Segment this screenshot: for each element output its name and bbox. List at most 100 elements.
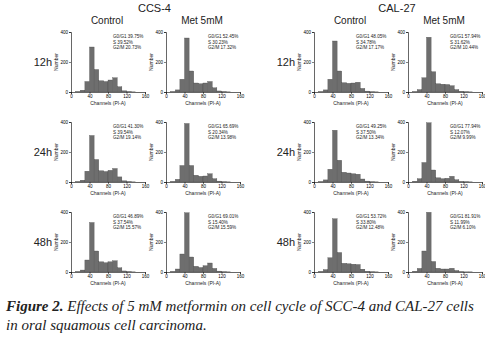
bar — [222, 91, 227, 92]
tick-mark — [406, 92, 408, 93]
annotation: S 37.54% — [113, 220, 133, 225]
tick: 120 — [460, 92, 468, 99]
axis-line — [406, 33, 409, 93]
bar — [328, 169, 333, 182]
bar — [189, 257, 194, 272]
bar — [180, 166, 185, 183]
bar — [231, 272, 236, 273]
tick: 40 — [182, 182, 188, 189]
tick-label: 200 — [155, 60, 163, 65]
tick-label: 40 — [424, 274, 430, 279]
tick-label: 400 — [155, 210, 163, 215]
y-axis: 0200400 — [397, 30, 408, 95]
panel: 040801201600200400Channels (PI-A)NumberG… — [296, 30, 393, 106]
tick-mark — [406, 62, 408, 63]
bar — [194, 266, 199, 272]
bar — [85, 260, 90, 272]
bar — [413, 91, 418, 92]
bar — [454, 90, 459, 92]
x-axis: 04080120160 — [407, 182, 485, 189]
tick: 400 — [303, 210, 314, 215]
bar — [131, 271, 136, 272]
bar — [189, 71, 194, 92]
annotation: G2/M 17.17% — [356, 45, 384, 50]
bar — [108, 170, 113, 182]
tick: 160 — [385, 272, 393, 279]
tick: 0 — [65, 90, 71, 95]
tick: 160 — [385, 92, 393, 99]
tick-label: 160 — [237, 274, 245, 279]
tick: 0 — [407, 272, 410, 279]
tick-label: 200 — [155, 150, 163, 155]
bar — [365, 181, 370, 182]
tick-label: 0 — [165, 184, 168, 189]
bar — [413, 181, 418, 182]
tick-label: 0 — [313, 274, 316, 279]
bar — [477, 272, 482, 273]
bar — [235, 272, 240, 273]
tick: 40 — [424, 92, 430, 99]
tick: 40 — [330, 272, 336, 279]
tick: 160 — [479, 272, 485, 279]
tick: 0 — [70, 182, 73, 189]
annotation: S 15.40% — [208, 220, 228, 225]
bar — [365, 271, 370, 272]
annotation: G2/M 15.59% — [208, 225, 236, 230]
tick: 120 — [366, 92, 374, 99]
bar — [127, 91, 132, 92]
bar — [346, 173, 351, 182]
tick: 0 — [407, 92, 410, 99]
tick: 0 — [165, 272, 168, 279]
bar — [370, 91, 375, 92]
bar — [360, 88, 365, 92]
bar — [90, 47, 95, 92]
x-axis: 04080120160 — [165, 92, 245, 99]
time-label: 12h — [277, 56, 295, 68]
axis-line — [406, 213, 409, 273]
bar — [203, 266, 208, 272]
tick: 40 — [424, 272, 430, 279]
bar — [226, 271, 231, 272]
annotation: G0/G1 69.01% — [208, 214, 238, 219]
condition-label: Control — [334, 15, 366, 26]
bar — [440, 84, 445, 92]
bar — [99, 81, 104, 92]
tick-label: 0 — [65, 90, 68, 95]
y-axis: 0200400 — [303, 210, 314, 275]
annotation: S 33.80% — [356, 220, 376, 225]
tick-mark — [406, 242, 408, 243]
axis-line — [164, 213, 167, 273]
annotation: S 34.78% — [356, 40, 376, 45]
bar — [231, 182, 236, 183]
tick-label: 0 — [160, 180, 163, 185]
tick-label: 40 — [87, 184, 93, 189]
bar — [212, 88, 217, 92]
bar — [337, 160, 342, 182]
tick-label: 40 — [182, 274, 188, 279]
bar — [127, 181, 132, 182]
annotation: G2/M 6.10% — [450, 225, 476, 230]
tick-mark — [406, 122, 408, 123]
bar — [208, 174, 213, 182]
panel: 040801201600200400Channels (PI-A)NumberG… — [148, 30, 245, 106]
bar — [346, 83, 351, 92]
tick-mark — [406, 272, 408, 273]
bar — [94, 251, 99, 272]
tick: 160 — [237, 92, 245, 99]
tick-label: 200 — [155, 240, 163, 245]
annotation: S 39.54% — [113, 130, 133, 135]
tick-label: 0 — [65, 270, 68, 275]
y-axis-title: Number — [148, 233, 154, 251]
tick-label: 200 — [60, 150, 68, 155]
annotation: G2/M 19.14% — [113, 135, 141, 140]
bar — [140, 182, 145, 183]
bar — [473, 92, 478, 93]
bar — [342, 263, 347, 272]
tick-mark — [312, 272, 314, 273]
tick-mark — [312, 152, 314, 153]
bar — [445, 85, 450, 93]
tick-mark — [164, 242, 166, 243]
tick: 200 — [60, 150, 71, 155]
tick-label: 80 — [201, 184, 207, 189]
y-axis-title: Number — [390, 53, 396, 71]
